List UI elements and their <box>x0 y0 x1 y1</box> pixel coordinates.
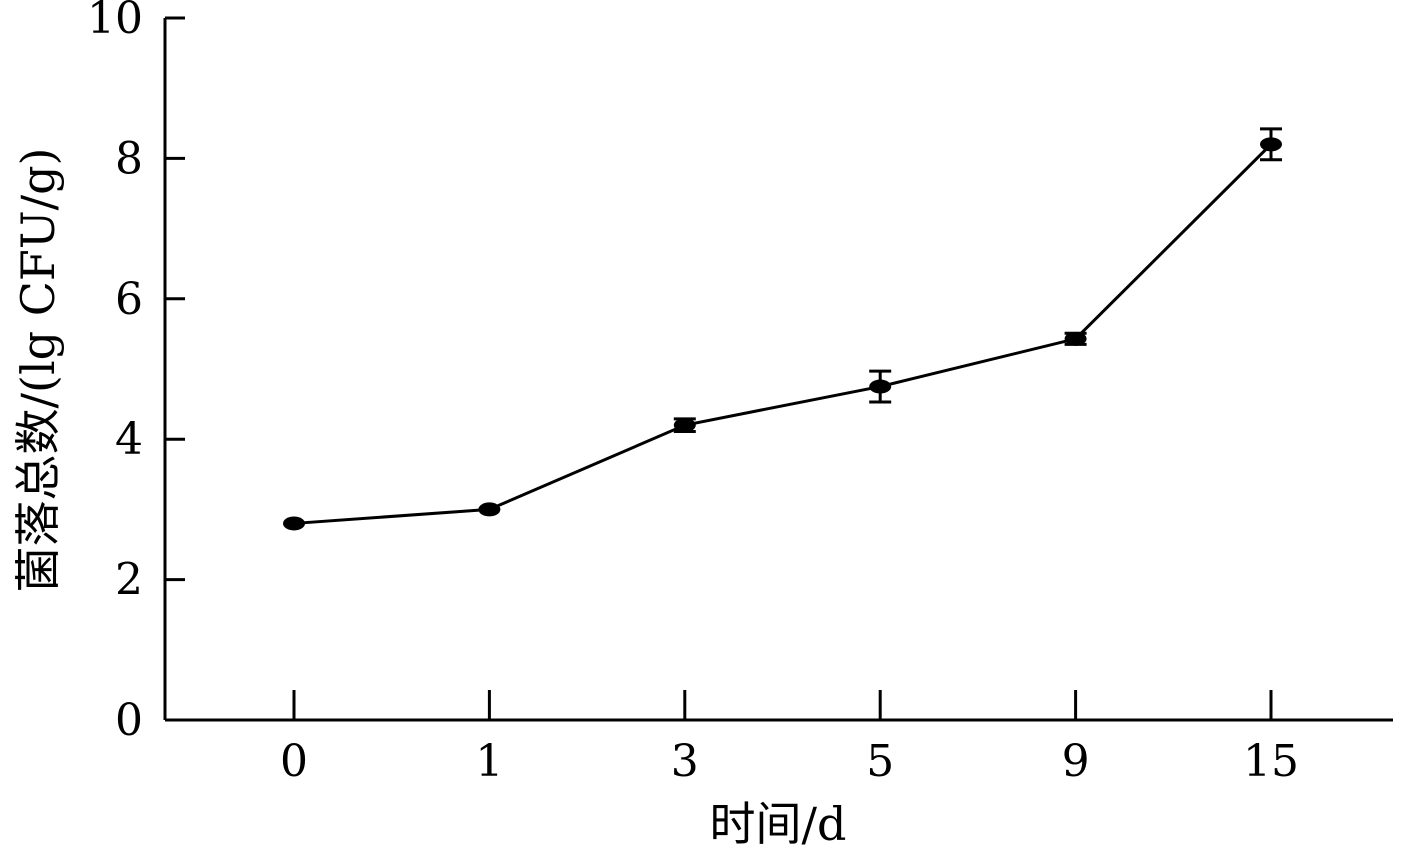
x-tick-label: 5 <box>866 736 894 787</box>
y-tick-label: 10 <box>87 0 143 44</box>
x-tick-label: 9 <box>1062 736 1090 787</box>
y-tick-label: 6 <box>115 274 143 325</box>
data-point <box>1260 137 1282 152</box>
y-axis-ticks: 0 2 4 6 8 10 <box>87 0 185 746</box>
x-axis-ticks: 0 1 3 5 9 15 <box>280 690 1299 787</box>
y-tick-label: 0 <box>115 695 143 746</box>
x-tick-label: 15 <box>1243 736 1299 787</box>
data-point <box>478 502 501 517</box>
x-tick-label: 3 <box>671 736 699 787</box>
x-tick-label: 0 <box>280 736 308 787</box>
y-axis-title: 菌落总数/(lg CFU/g) <box>11 148 65 593</box>
series-layer <box>283 127 1282 531</box>
x-axis-title: 时间/d <box>710 797 847 851</box>
y-tick-label: 2 <box>115 555 143 606</box>
data-point <box>1064 331 1087 346</box>
series-line <box>293 143 1273 525</box>
data-point <box>283 516 305 531</box>
data-point <box>673 418 696 433</box>
x-tick-label: 1 <box>475 736 503 787</box>
data-point <box>869 379 892 394</box>
y-tick-label: 8 <box>115 133 143 184</box>
y-tick-label: 4 <box>115 414 143 465</box>
